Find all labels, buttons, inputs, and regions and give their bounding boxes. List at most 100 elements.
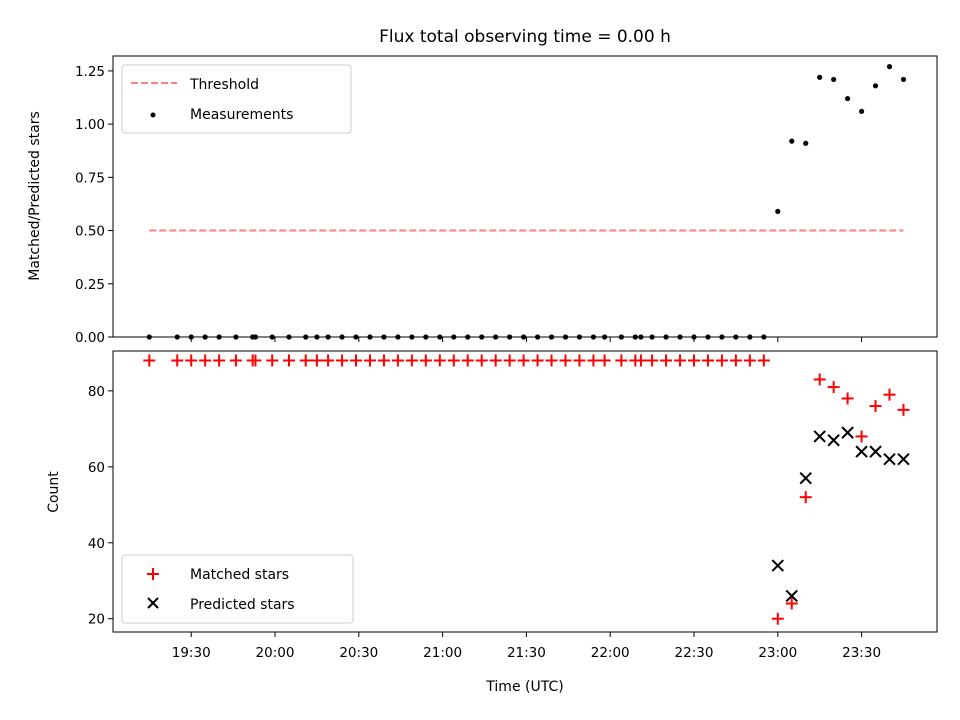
top-y-axis-label: Matched/Predicted stars bbox=[27, 111, 43, 281]
matched-star-point bbox=[715, 354, 728, 367]
matched-star-point bbox=[615, 354, 628, 367]
matched-star-point bbox=[475, 354, 488, 367]
y-tick-label: 80 bbox=[88, 384, 105, 400]
matched-star-point bbox=[447, 354, 460, 367]
y-tick-label: 1.25 bbox=[75, 64, 105, 80]
predicted-star-point bbox=[841, 426, 854, 439]
matched-star-point bbox=[674, 354, 687, 367]
matched-star-point bbox=[503, 354, 516, 367]
measurement-point bbox=[789, 138, 795, 144]
y-tick-label: 0.00 bbox=[75, 330, 105, 346]
x-tick-label: 19:30 bbox=[172, 645, 211, 661]
matched-star-point bbox=[299, 354, 312, 367]
matched-star-point bbox=[171, 354, 184, 367]
matched-star-point bbox=[199, 354, 212, 367]
predicted-star-point bbox=[869, 445, 882, 458]
matched-star-point bbox=[545, 354, 558, 367]
x-tick-label: 22:00 bbox=[591, 645, 630, 661]
x-tick-label: 23:00 bbox=[758, 645, 797, 661]
x-tick-label: 21:00 bbox=[423, 645, 462, 661]
measurement-point bbox=[872, 83, 879, 89]
measurement-point bbox=[845, 95, 851, 102]
legend-measurements-swatch bbox=[150, 112, 156, 118]
matched-star-point bbox=[587, 354, 600, 367]
matched-star-point bbox=[143, 354, 156, 367]
legend-predicted-swatch bbox=[147, 597, 159, 609]
x-axis-label: Time (UTC) bbox=[485, 679, 563, 695]
matched-star-point bbox=[869, 400, 882, 413]
matched-star-point bbox=[687, 354, 700, 367]
y-tick-label: 1.00 bbox=[75, 117, 105, 133]
matched-star-point bbox=[282, 354, 295, 367]
matched-star-point bbox=[213, 354, 226, 367]
y-tick-label: 0.50 bbox=[75, 224, 105, 240]
predicted-star-point bbox=[855, 445, 868, 458]
x-tick-label: 23:30 bbox=[842, 645, 881, 661]
matched-star-point bbox=[350, 354, 363, 367]
bottom-plot-marks bbox=[143, 354, 910, 625]
matched-star-point bbox=[185, 354, 198, 367]
legend-matched-swatch bbox=[147, 568, 159, 580]
x-tick-label: 22:30 bbox=[675, 645, 714, 661]
matched-star-point bbox=[646, 354, 659, 367]
matched-star-point bbox=[377, 354, 390, 367]
matched-star-point bbox=[701, 354, 714, 367]
predicted-star-point bbox=[799, 472, 812, 485]
matched-star-point bbox=[883, 388, 896, 401]
measurement-point bbox=[831, 76, 837, 83]
bottom-axis-ticks: 20 40 60 80 19:30 20:00 20:30 21:00 21:30 22:00 22… bbox=[88, 384, 881, 661]
matched-star-point bbox=[229, 354, 242, 367]
matched-star-point bbox=[489, 354, 502, 367]
measurement-point bbox=[817, 74, 823, 80]
y-tick-label: 0.25 bbox=[75, 277, 105, 293]
matched-star-point bbox=[310, 354, 323, 367]
matched-star-point bbox=[743, 354, 756, 367]
matched-star-point bbox=[266, 354, 279, 367]
predicted-star-point bbox=[813, 430, 826, 443]
matched-star-point bbox=[785, 597, 798, 610]
top-axes-frame bbox=[112, 55, 938, 338]
matched-star-point bbox=[249, 354, 262, 367]
matched-star-point bbox=[461, 354, 474, 367]
matched-star-point bbox=[799, 491, 812, 504]
predicted-star-point bbox=[785, 589, 798, 603]
measurement-point bbox=[858, 108, 865, 114]
top-legend-box bbox=[121, 64, 352, 134]
matched-star-point bbox=[897, 403, 910, 416]
x-tick-label: 20:00 bbox=[256, 645, 295, 661]
matched-star-point bbox=[336, 354, 349, 367]
y-tick-label: 60 bbox=[88, 460, 105, 476]
measurement-point bbox=[886, 64, 893, 70]
matched-star-point bbox=[660, 354, 673, 367]
measurement-point bbox=[900, 76, 907, 83]
matched-star-point bbox=[841, 392, 854, 405]
x-tick-label: 21:30 bbox=[507, 645, 546, 661]
ratio-panel: Flux total observing time = 0.00 h Match… bbox=[27, 27, 938, 346]
chart-title: Flux total observing time = 0.00 h bbox=[379, 27, 671, 47]
matched-star-point bbox=[391, 354, 404, 367]
legend-predicted-label: Predicted stars bbox=[190, 597, 295, 613]
predicted-star-point bbox=[771, 559, 784, 572]
x-tick-label: 20:30 bbox=[339, 645, 378, 661]
measurement-point bbox=[803, 140, 809, 146]
matched-star-point bbox=[419, 354, 432, 367]
matched-star-point bbox=[559, 354, 572, 367]
predicted-star-point bbox=[827, 434, 840, 447]
bottom-y-axis-label: Count bbox=[46, 471, 62, 513]
matched-star-point bbox=[771, 612, 784, 625]
top-legend: Threshold Measurements bbox=[121, 64, 352, 134]
matched-star-point bbox=[405, 354, 418, 367]
matched-star-point bbox=[517, 354, 530, 367]
legend-threshold-label: Threshold bbox=[189, 77, 259, 93]
predicted-star-point bbox=[883, 453, 896, 466]
matched-star-point bbox=[813, 373, 826, 386]
bottom-legend-box bbox=[121, 554, 354, 624]
measurement-point bbox=[775, 208, 781, 215]
bottom-legend: Matched stars Predicted stars bbox=[121, 554, 354, 624]
legend-measurements-label: Measurements bbox=[190, 107, 293, 123]
matched-star-point bbox=[855, 430, 868, 443]
legend-matched-label: Matched stars bbox=[190, 567, 289, 583]
matched-star-point bbox=[827, 381, 840, 394]
matched-star-point bbox=[598, 354, 611, 367]
